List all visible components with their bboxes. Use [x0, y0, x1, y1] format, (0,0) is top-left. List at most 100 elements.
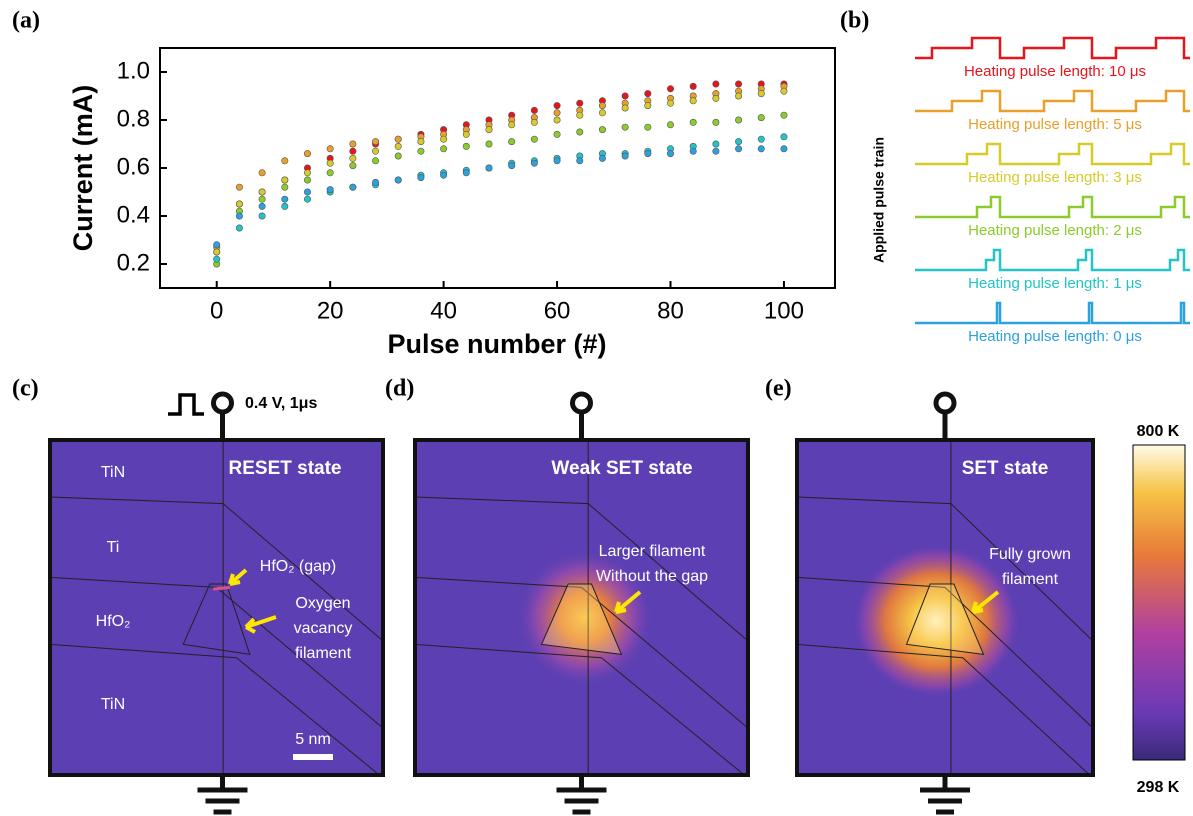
x-tick-label: 100	[764, 297, 804, 324]
layer-boundary	[797, 643, 1091, 775]
layer-label: TiN	[101, 696, 125, 713]
point	[780, 111, 788, 119]
simulation-panel	[48, 391, 385, 815]
point	[258, 169, 266, 177]
point	[621, 92, 629, 100]
layers	[50, 440, 383, 775]
point	[485, 140, 493, 148]
point	[735, 138, 743, 146]
note: HfO₂ (gap)	[260, 558, 336, 575]
point	[735, 80, 743, 88]
point	[757, 90, 765, 98]
point	[780, 145, 788, 153]
point	[712, 140, 720, 148]
point	[644, 90, 652, 98]
point	[394, 152, 402, 160]
terminal	[211, 391, 234, 415]
point	[530, 106, 538, 114]
panel-label: (b)	[840, 8, 869, 34]
pulse-label: 0.4 V, 1μs	[245, 395, 317, 412]
point	[235, 224, 243, 232]
point	[712, 94, 720, 102]
x-tick-label: 0	[210, 297, 223, 324]
point	[757, 135, 765, 143]
colorbar-max: 800 K	[1137, 423, 1180, 440]
waveform	[915, 36, 1190, 60]
state-label: SET state	[962, 458, 1049, 479]
pulse-train-label: Applied pulse train	[871, 137, 887, 263]
point	[440, 145, 448, 153]
y-tick-label: 1.0	[117, 57, 150, 84]
point	[394, 135, 402, 143]
background	[50, 440, 383, 775]
point	[281, 183, 289, 191]
point	[372, 157, 380, 165]
waveform	[915, 142, 1190, 166]
point	[394, 142, 402, 150]
layers	[415, 440, 748, 775]
point	[326, 186, 334, 194]
legend-label: Heating pulse length: 5 μs	[968, 116, 1142, 133]
point	[689, 82, 697, 90]
note: filament	[295, 645, 352, 662]
note: Without the gap	[596, 568, 708, 585]
y-tick-label: 0.2	[117, 249, 150, 276]
annotations: TiN Ti HfO₂ TiN RESET state HfO₂ (gap) O…	[96, 458, 1071, 760]
layer-label: TiN	[101, 464, 125, 481]
point	[508, 162, 516, 170]
point	[372, 178, 380, 186]
point	[757, 114, 765, 122]
point	[281, 176, 289, 184]
point	[735, 145, 743, 153]
point	[349, 140, 357, 148]
point	[303, 176, 311, 184]
legend-label: Heating pulse length: 10 μs	[964, 63, 1146, 80]
terminal	[933, 391, 957, 415]
legend-label: Heating pulse length: 0 μs	[968, 328, 1142, 345]
point	[417, 138, 425, 146]
heat-glow	[514, 547, 655, 688]
point	[621, 152, 629, 160]
point	[576, 111, 584, 119]
plot-frame	[159, 47, 836, 289]
point	[349, 162, 357, 170]
colorbar	[1132, 444, 1186, 761]
point	[372, 147, 380, 155]
point	[667, 150, 675, 158]
scale-bar	[293, 754, 333, 760]
point	[621, 104, 629, 112]
filament	[905, 583, 985, 656]
point	[235, 183, 243, 191]
point	[485, 126, 493, 134]
y-tick-label: 0.8	[117, 105, 150, 132]
point	[553, 109, 561, 117]
note: Larger filament	[599, 543, 706, 560]
note: filament	[1002, 571, 1059, 588]
scale-label: 5 nm	[295, 731, 331, 748]
point	[598, 109, 606, 117]
point	[667, 85, 675, 93]
point	[598, 126, 606, 134]
point	[303, 188, 311, 196]
y-axis-label: Current (mA)	[68, 85, 98, 252]
point	[780, 133, 788, 141]
panel-label: (c)	[12, 376, 39, 402]
point	[644, 150, 652, 158]
point	[462, 130, 470, 138]
point	[621, 123, 629, 131]
point	[576, 128, 584, 136]
point	[530, 159, 538, 167]
filament	[182, 583, 251, 656]
point	[508, 121, 516, 129]
point	[712, 80, 720, 88]
note: Fully grown	[989, 546, 1071, 563]
simulation-panel	[413, 391, 750, 815]
point	[689, 118, 697, 126]
point	[440, 171, 448, 179]
gap	[213, 585, 230, 591]
point	[689, 97, 697, 105]
point	[440, 135, 448, 143]
point	[576, 157, 584, 165]
point	[417, 174, 425, 182]
point	[349, 147, 357, 155]
